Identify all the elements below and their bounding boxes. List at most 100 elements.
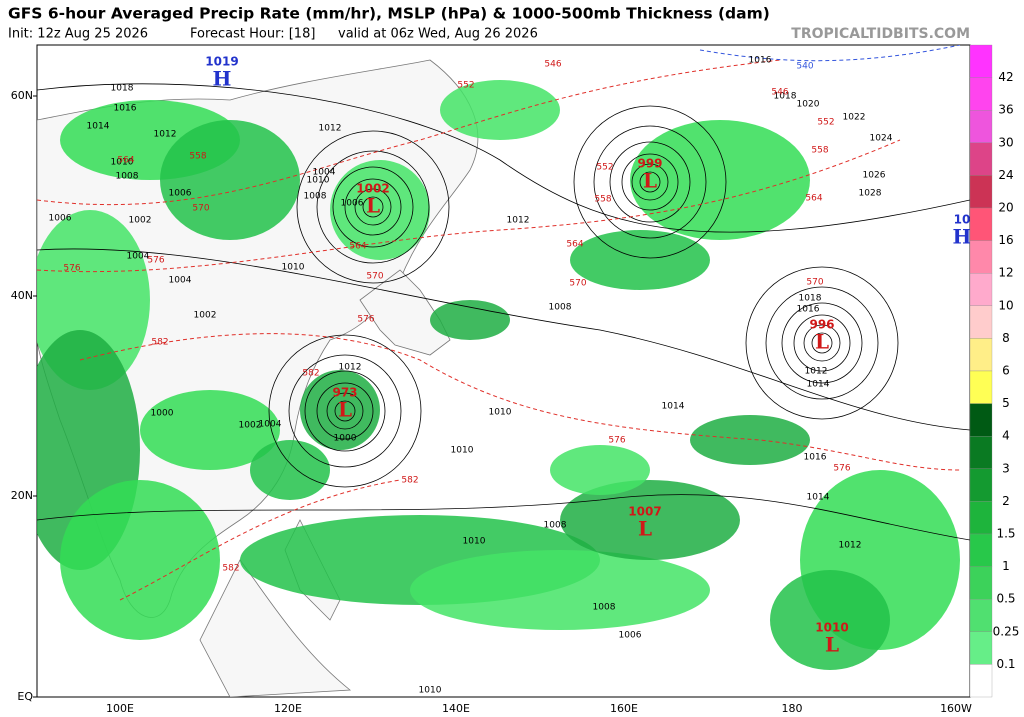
colorbar-label: 30 — [998, 135, 1013, 149]
thickness-label: 546 — [771, 88, 788, 98]
isobar — [354, 188, 392, 226]
precip-area — [430, 300, 510, 340]
isobar-label: 1006 — [169, 189, 192, 199]
colorbar-label: 1 — [1002, 559, 1010, 573]
colorbar-label: 10 — [998, 298, 1013, 312]
pressure-center-letter: L — [815, 330, 829, 354]
isobar-label: 1014 — [87, 122, 110, 132]
thickness-label: 570 — [569, 279, 586, 289]
pressure-center-value: 973 — [332, 386, 357, 400]
isobar-label: 1010 — [451, 446, 474, 456]
isobar — [316, 382, 374, 440]
isobar-label: 1012 — [339, 363, 362, 373]
colorbar-label: 0.25 — [993, 624, 1020, 638]
colorbar-label: 3 — [1002, 461, 1010, 475]
isobar-label: 1010 — [111, 158, 134, 168]
isobar-label: 1012 — [839, 541, 862, 551]
isobar-label: 1018 — [774, 92, 797, 102]
colorbar-segment — [969, 501, 993, 535]
thickness-label: 564 — [805, 194, 822, 204]
colorbar-label: 5 — [1002, 396, 1010, 410]
longitude-label: 160E — [610, 702, 638, 715]
thickness-label: 576 — [608, 436, 625, 446]
pressure-center-value: 996 — [809, 318, 834, 332]
colorbar-label: 36 — [998, 103, 1013, 117]
thickness-label: 570 — [366, 272, 383, 282]
longitude-label: 120E — [274, 702, 302, 715]
isobar-label: 1014 — [807, 380, 830, 390]
thickness-label: 576 — [63, 264, 80, 274]
thickness-label: 576 — [147, 256, 164, 266]
precip-area — [770, 570, 890, 670]
thickness-label: 546 — [544, 60, 561, 70]
colorbar-label: 24 — [998, 168, 1013, 182]
precip-area — [570, 230, 710, 290]
thickness-contour — [119, 479, 401, 601]
isobar — [793, 314, 851, 372]
isobar-label: 1010 — [307, 176, 330, 186]
colorbar-label: 12 — [998, 266, 1013, 280]
isobar-label: 1012 — [507, 216, 530, 226]
thickness-label: 582 — [302, 369, 319, 379]
colorbar-label: 42 — [998, 70, 1013, 84]
isobar-label: 1028 — [859, 189, 882, 199]
pressure-center-value: 10 — [954, 213, 971, 227]
colorbar-segment — [969, 110, 993, 143]
colorbar-label: 1.5 — [996, 527, 1015, 541]
isobar — [621, 153, 679, 211]
colorbar-segment — [969, 631, 993, 665]
thickness-label: 564 — [566, 240, 583, 250]
isobar — [326, 392, 364, 430]
isobar — [334, 400, 356, 422]
longitude-label: 180 — [782, 702, 803, 715]
isobar-label: 1010 — [282, 263, 305, 273]
precip-area — [330, 160, 430, 260]
isobar — [288, 354, 402, 468]
isobar-label: 1004 — [169, 276, 192, 286]
isobar-label: 1006 — [619, 631, 642, 641]
isobar-label: 1018 — [111, 84, 134, 94]
latitude-label: 60N — [11, 89, 33, 102]
colorbar-label: 8 — [1002, 331, 1010, 345]
japan — [359, 269, 451, 356]
isobar-label: 1016 — [804, 453, 827, 463]
isobar — [304, 370, 386, 452]
thickness-contour — [699, 45, 961, 62]
isobar — [631, 163, 669, 201]
precip-area — [410, 550, 710, 630]
isobar-label: 1004 — [127, 252, 150, 262]
isobar-label: 1010 — [419, 686, 442, 696]
valid-time: valid at 06z Wed, Aug 26 2026 — [338, 27, 538, 42]
colorbar-label: 16 — [998, 233, 1013, 247]
isobar-label: 1012 — [805, 367, 828, 377]
precip-area — [250, 440, 330, 500]
isobar-label: 1012 — [154, 130, 177, 140]
isobar — [609, 141, 691, 223]
longitude-label: 160W — [940, 702, 972, 715]
colorbar-segment — [969, 468, 993, 502]
isobar-label: 1004 — [259, 420, 282, 430]
colorbar-segment — [969, 533, 993, 567]
precip-area — [300, 370, 380, 450]
isobar — [765, 286, 879, 400]
isobar — [803, 324, 841, 362]
colorbar-segment — [969, 599, 993, 632]
colorbar-segment — [969, 142, 993, 176]
isobar — [573, 105, 727, 259]
isobar-label: 1010 — [463, 537, 486, 547]
isobar — [37, 248, 970, 431]
pressure-center-letter: L — [643, 169, 657, 193]
isobar-label: 1002 — [129, 216, 152, 226]
latitude-label: EQ — [17, 690, 33, 703]
thickness-label: 552 — [596, 163, 613, 173]
thickness-label: 582 — [222, 564, 239, 574]
longitude-label: 100E — [106, 702, 134, 715]
isobar-label: 1010 — [489, 408, 512, 418]
pressure-center-value: 1019 — [205, 55, 238, 69]
longitude-label: 140E — [442, 702, 470, 715]
colorbar-label: 20 — [998, 201, 1013, 215]
colorbar-label: 4 — [1002, 429, 1010, 443]
isobar-label: 1004 — [313, 168, 336, 178]
thickness-label: 576 — [357, 315, 374, 325]
